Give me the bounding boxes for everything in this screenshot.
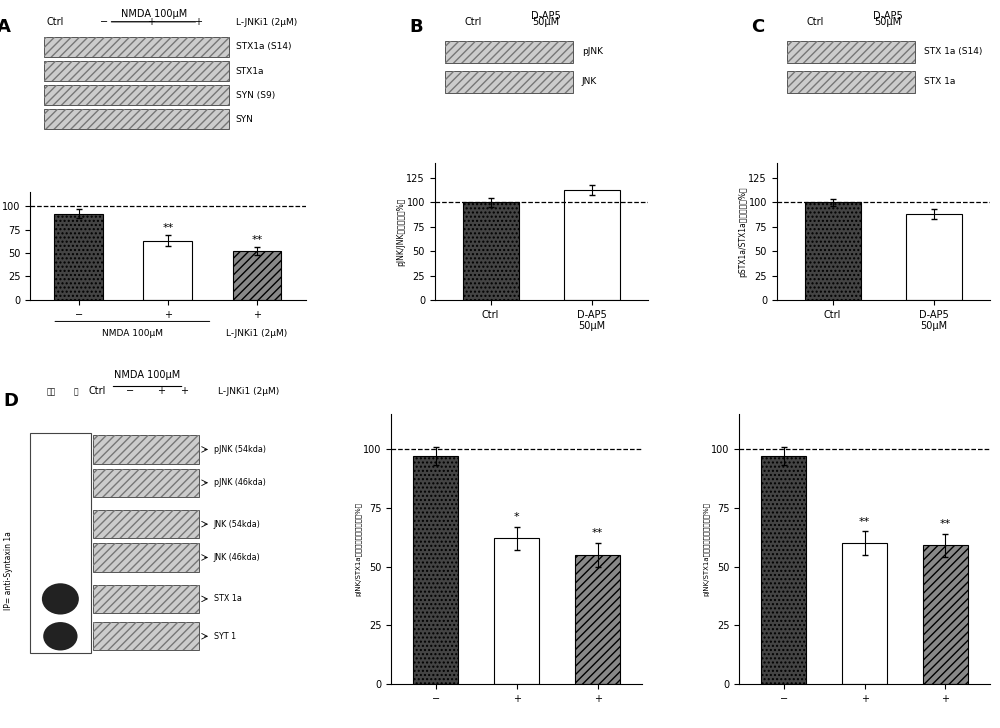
Bar [93, 510, 199, 539]
Bar [143, 241, 192, 300]
Bar [445, 71, 573, 92]
Y-axis label: pJNK/JNK比例（增加%）: pJNK/JNK比例（增加%） [396, 197, 405, 266]
Text: 输入: 输入 [47, 387, 56, 396]
Bar [787, 41, 915, 63]
Bar [787, 41, 915, 63]
Y-axis label: pSTX1a/STX1a比例（增加%）: pSTX1a/STX1a比例（增加%） [738, 186, 747, 277]
Ellipse shape [42, 583, 79, 614]
Bar [93, 585, 199, 613]
Bar [413, 456, 458, 684]
Text: **: ** [592, 529, 603, 538]
Text: SYN (S9): SYN (S9) [236, 91, 275, 100]
Bar [93, 585, 199, 613]
Text: L-JNKi1 (2μM): L-JNKi1 (2μM) [236, 18, 297, 27]
Text: STX 1a: STX 1a [214, 594, 241, 604]
Text: *: * [514, 512, 519, 522]
Bar [923, 545, 968, 684]
Bar [564, 190, 620, 300]
Bar [494, 538, 539, 684]
Bar [805, 202, 861, 300]
Bar [906, 214, 962, 300]
Bar [575, 555, 620, 684]
Text: **: ** [859, 517, 870, 526]
Bar [44, 109, 229, 129]
Bar [787, 71, 915, 92]
Text: pJNK: pJNK [582, 47, 603, 57]
Text: Ctrl: Ctrl [806, 17, 824, 28]
Text: A: A [0, 17, 11, 36]
Text: JNK: JNK [582, 77, 597, 86]
Text: −: − [126, 386, 134, 396]
Text: pJNK (54kda): pJNK (54kda) [214, 445, 266, 454]
Y-axis label: pJNK/STX1a比例（相对本底的增加%）: pJNK/STX1a比例（相对本底的增加%） [703, 502, 710, 596]
Text: D: D [4, 392, 19, 410]
Bar [44, 109, 229, 129]
Text: D-AP5: D-AP5 [873, 11, 903, 20]
Text: STX 1a: STX 1a [924, 77, 955, 86]
Text: **: ** [251, 235, 263, 245]
Bar [44, 61, 229, 81]
Text: +: + [157, 386, 165, 396]
Text: 纯: 纯 [74, 387, 79, 396]
Bar [44, 37, 229, 57]
Bar [93, 543, 199, 571]
Text: STX1a (S14): STX1a (S14) [236, 42, 291, 52]
Text: STX1a: STX1a [236, 66, 264, 76]
Bar [842, 543, 887, 684]
Ellipse shape [43, 622, 78, 651]
Text: 50μM: 50μM [532, 17, 559, 28]
Bar [445, 41, 573, 63]
Bar [93, 435, 199, 464]
Y-axis label: pJNK/STX1a比例（相对本底的增加%）: pJNK/STX1a比例（相对本底的增加%） [355, 502, 362, 596]
Bar [44, 37, 229, 57]
Bar [445, 41, 573, 63]
Text: pJNK (46kda): pJNK (46kda) [214, 478, 265, 487]
Text: +: + [194, 17, 202, 27]
Bar [93, 543, 199, 571]
Text: STX 1a (S14): STX 1a (S14) [924, 47, 982, 57]
Bar [93, 622, 199, 651]
Bar [463, 202, 519, 300]
Text: +: + [181, 386, 189, 396]
Bar [93, 469, 199, 497]
Text: IP= anti-Syntaxin 1a: IP= anti-Syntaxin 1a [4, 531, 13, 610]
Text: **: ** [940, 519, 951, 529]
Text: SYT 1: SYT 1 [214, 632, 236, 641]
Text: NMDA 100μM: NMDA 100μM [121, 9, 187, 19]
Bar [233, 251, 281, 300]
Text: 50μM: 50μM [874, 17, 901, 28]
Text: C: C [751, 18, 764, 36]
Bar [445, 71, 573, 92]
Bar [93, 469, 199, 497]
Bar [44, 85, 229, 105]
Text: B: B [409, 18, 423, 36]
Bar [44, 85, 229, 105]
Text: −: − [100, 17, 109, 27]
Text: NMDA 100μM: NMDA 100μM [114, 370, 181, 380]
Text: SYN: SYN [236, 115, 253, 124]
Text: JNK (46kda): JNK (46kda) [214, 553, 260, 562]
Text: Ctrl: Ctrl [464, 17, 482, 28]
Text: **: ** [162, 223, 174, 233]
Bar [93, 510, 199, 539]
Text: D-AP5: D-AP5 [531, 11, 560, 20]
Bar [30, 432, 91, 653]
Bar [93, 435, 199, 464]
Text: NMDA 100μM: NMDA 100μM [102, 329, 163, 338]
Bar [93, 622, 199, 651]
Bar [761, 456, 806, 684]
Text: L-JNKi1 (2μM): L-JNKi1 (2μM) [226, 329, 288, 338]
Bar [44, 61, 229, 81]
Text: +: + [147, 17, 155, 27]
Text: JNK (54kda): JNK (54kda) [214, 520, 260, 529]
Text: L-JNKi1 (2μM): L-JNKi1 (2μM) [218, 387, 279, 396]
Bar [54, 213, 103, 300]
Bar [787, 71, 915, 92]
Text: Ctrl: Ctrl [46, 17, 64, 27]
Text: Ctrl: Ctrl [89, 386, 106, 396]
